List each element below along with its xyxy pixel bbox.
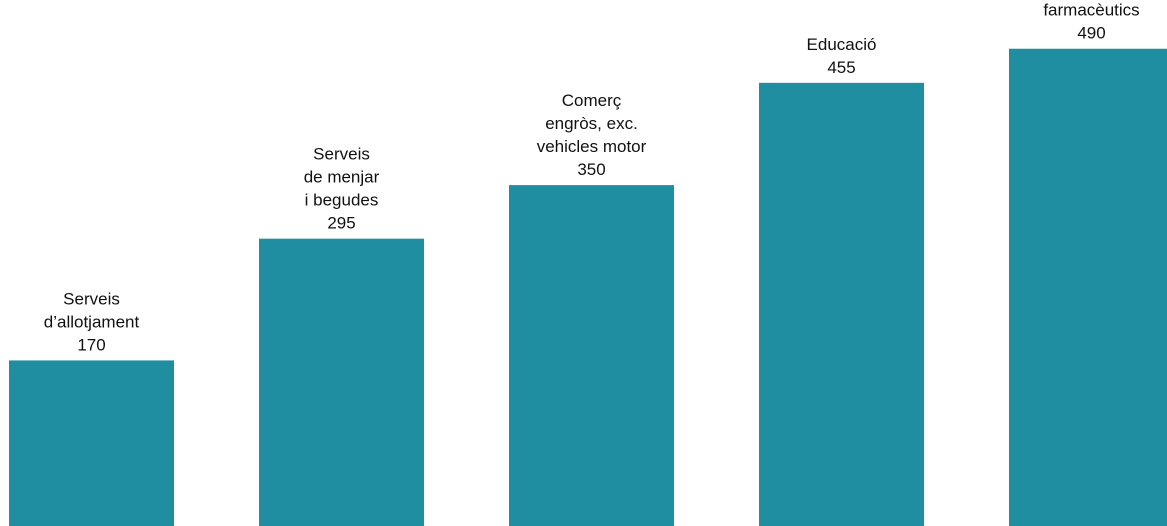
category-label-2-line-3: i begudes xyxy=(305,191,379,210)
category-label-3-line-1: Comerç xyxy=(562,91,622,110)
bar-2 xyxy=(259,238,424,526)
value-label-3: 350 xyxy=(577,160,605,179)
category-label-3-line-3: vehicles motor xyxy=(537,137,647,156)
bars-group xyxy=(9,48,1167,526)
category-label-4-line-1: Educació xyxy=(807,35,877,54)
bar-3 xyxy=(509,185,674,526)
category-label-1-line-1: Serveis xyxy=(63,289,120,308)
value-label-4: 455 xyxy=(827,58,855,77)
category-label-1-line-2: d’allotjament xyxy=(44,312,140,331)
value-label-5: 490 xyxy=(1077,24,1105,43)
value-label-2: 295 xyxy=(327,214,355,233)
category-label-5-line-2: farmacèutics xyxy=(1043,1,1139,20)
bar-labels-group: Serveis d’allotjament 170 Serveis de menjar i… xyxy=(44,1,1140,355)
category-label-2-line-2: de menjar xyxy=(304,168,380,187)
category-label-3-line-2: engròs, exc. xyxy=(545,114,638,133)
bar-1 xyxy=(9,360,174,526)
bar-4 xyxy=(759,82,924,526)
category-label-2-line-1: Serveis xyxy=(313,145,370,164)
bar-5 xyxy=(1009,48,1167,526)
value-label-1: 170 xyxy=(77,335,105,354)
